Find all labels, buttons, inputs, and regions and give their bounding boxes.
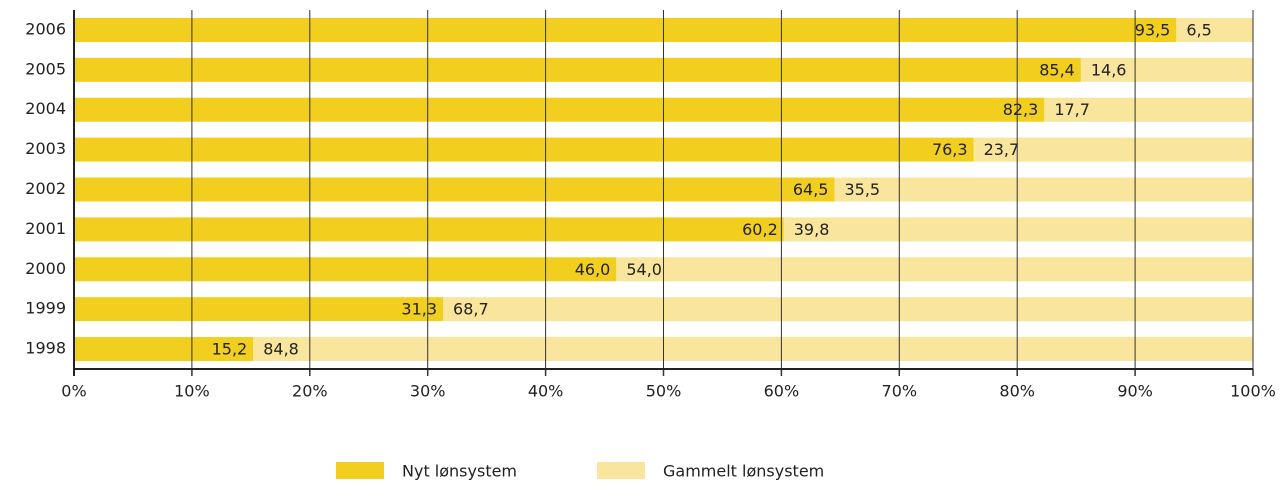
x-tick-label: 50% [646,382,682,401]
value-label: 93,5 [1135,20,1171,39]
bar-segment [1044,97,1253,122]
legend-swatch [336,462,384,479]
y-tick-label: 2002 [25,179,66,198]
x-tick-label: 20% [292,382,328,401]
y-tick-label: 1998 [25,339,66,358]
x-tick-label: 0% [61,382,86,401]
value-label: 76,3 [932,140,968,159]
bar-segment [74,337,254,362]
y-tick-label: 2001 [25,219,66,238]
y-tick-label: 2004 [25,99,66,118]
x-tick-label: 100% [1230,382,1276,401]
y-tick-label: 2005 [25,59,66,78]
bar-segment [1176,17,1253,42]
value-label: 6,5 [1186,20,1211,39]
legend-label: Nyt lønsystem [402,462,517,481]
value-label: 85,4 [1039,60,1075,79]
x-tick-label: 60% [764,382,800,401]
legend-swatch [597,462,645,479]
value-label: 82,3 [1003,100,1039,119]
bar-segment [74,17,1177,42]
bar-segment [783,217,1253,242]
bar-segment [253,337,1253,362]
value-label: 39,8 [794,220,830,239]
value-label: 31,3 [401,300,437,319]
y-tick-label: 2006 [25,19,66,38]
x-tick-label: 30% [410,382,446,401]
value-label: 54,0 [626,260,662,279]
legend-label: Gammelt lønsystem [663,462,824,481]
value-label: 17,7 [1054,100,1090,119]
bar-segment [443,297,1254,322]
x-tick-label: 70% [882,382,918,401]
x-tick-label: 40% [528,382,564,401]
bar-segment [1080,57,1253,82]
value-label: 84,8 [263,340,299,359]
bar-segment [834,177,1253,202]
x-tick-label: 10% [174,382,210,401]
value-label: 23,7 [984,140,1020,159]
x-tick-label: 80% [999,382,1035,401]
value-label: 14,6 [1091,60,1127,79]
bar-segment [74,217,784,242]
y-tick-label: 2000 [25,259,66,278]
value-label: 64,5 [793,180,829,199]
value-label: 60,2 [742,220,778,239]
bar-segment [74,297,444,322]
value-label: 46,0 [575,260,611,279]
value-label: 15,2 [212,340,248,359]
y-tick-label: 2003 [25,139,66,158]
bar-segment [616,257,1253,282]
bar-segment [74,257,617,282]
value-label: 35,5 [844,180,880,199]
bar-segment [74,97,1045,122]
bar-segment [973,137,1253,162]
bar-segment [74,57,1081,82]
bar-segment [74,137,974,162]
bar-segment [74,177,835,202]
x-tick-label: 90% [1117,382,1153,401]
value-label: 68,7 [453,300,489,319]
y-tick-label: 1999 [25,299,66,318]
